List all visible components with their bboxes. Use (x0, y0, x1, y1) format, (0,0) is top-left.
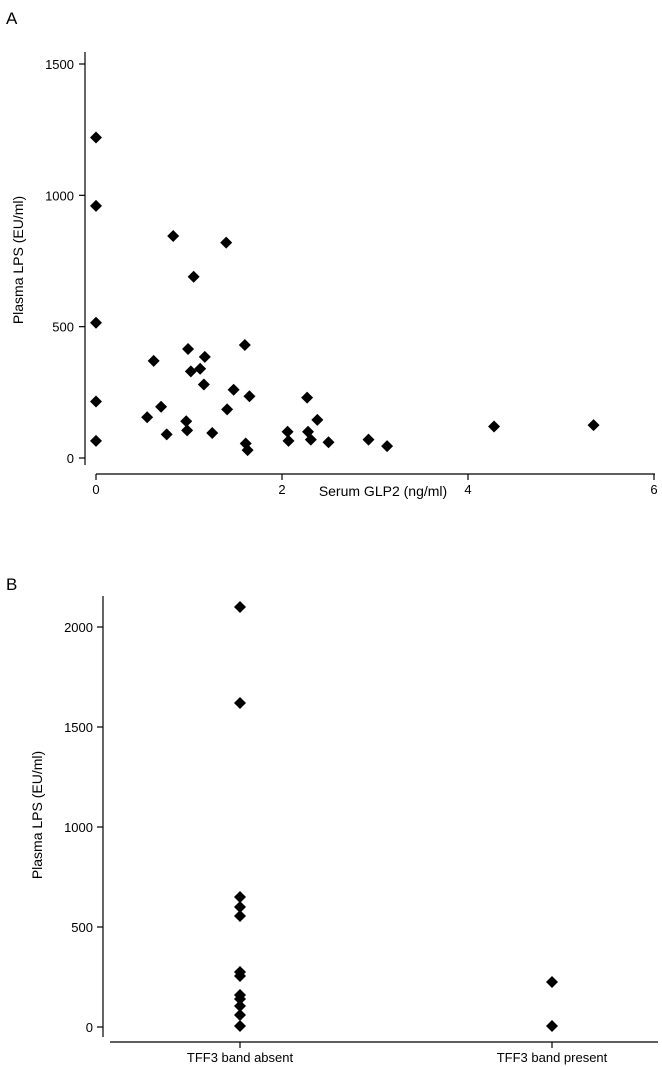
panel-a-data-point (194, 362, 207, 375)
panel-a-data-point (160, 428, 173, 441)
panel-a-data-point (241, 444, 254, 457)
panel-a-data-point (488, 420, 501, 433)
panel-b-data-point (234, 910, 246, 922)
panel-a-data-point (243, 390, 256, 403)
panel-b-y-tick-label: 0 (86, 1020, 93, 1035)
panel-b-data-point (234, 697, 246, 709)
panel-a-data-point (181, 424, 194, 437)
panel-a-x-ticks: 0 2 4 6 (92, 474, 658, 497)
panel-b-data-point (234, 1020, 246, 1032)
panel-b-label: B (6, 575, 17, 594)
panel-a-data-point (90, 199, 102, 212)
panel-a-y-ticks: 0 500 1000 1500 (45, 57, 85, 466)
panel-b-y-tick-label: 1000 (64, 820, 93, 835)
panel-a-data-point (322, 436, 335, 449)
panel-a-data-point (147, 354, 160, 367)
panel-a-data-point (362, 433, 375, 446)
panel-a-data-point (227, 383, 240, 396)
panel-b-x-tick-label: TFF3 band present (497, 1050, 608, 1065)
panel-a-data-point (311, 413, 324, 426)
panel-a-data-point (220, 236, 233, 249)
panel-a-data-point (180, 415, 193, 428)
panel-b-data-point (234, 901, 246, 913)
panel-b-data-point (234, 1000, 246, 1012)
panel-a-data-point (90, 395, 102, 408)
panel-a-y-tick-label: 1500 (45, 57, 74, 72)
panel-b-y-tick-label: 1500 (64, 720, 93, 735)
panel-b-data-point (234, 993, 246, 1005)
panel-a-data-point (587, 419, 600, 432)
panel-a-x-axis-title: Serum GLP2 (ng/ml) (319, 483, 447, 499)
panel-a-data-point (198, 350, 211, 363)
panel-a-y-tick-label: 500 (52, 320, 74, 335)
panel-a-label: A (6, 9, 18, 28)
panel-a-y-tick-label: 0 (67, 451, 74, 466)
panel-a-x-tick-label: 6 (650, 482, 657, 497)
panel-b-data-point (546, 1020, 558, 1032)
panel-a-data-point (90, 131, 102, 144)
panel-b-data-point (234, 891, 246, 903)
panel-a-data-point (304, 433, 317, 446)
panel-b-points (234, 601, 558, 1032)
panel-a-y-axis-title: Plasma LPS (EU/ml) (10, 196, 26, 324)
panel-a-data-point (141, 411, 154, 424)
panel-a-data-point (187, 270, 200, 283)
panel-a-x-tick-label: 0 (92, 482, 99, 497)
panel-a-data-point (167, 230, 180, 243)
panel-b-data-point (234, 970, 246, 982)
panel-b-x-ticks: TFF3 band absent TFF3 band present (187, 1042, 608, 1065)
panel-a-data-point (381, 440, 394, 453)
panel-b-y-tick-label: 2000 (64, 620, 93, 635)
panel-a-data-point (238, 339, 251, 352)
panel-a-data-point (301, 391, 314, 404)
panel-a-data-point (90, 434, 102, 447)
panel-b-data-point (234, 1009, 246, 1021)
panel-a-data-point (221, 403, 234, 416)
panel-a-data-point (282, 434, 295, 447)
panel-a-data-point (182, 342, 195, 355)
panel-a-scatter-chart: A 0 500 1000 1500 0 2 4 6 Serum GLP2 (ng/ml) P… (6, 9, 658, 499)
panel-a-data-point (281, 425, 294, 438)
panel-b-data-point (234, 601, 246, 613)
panel-a-x-tick-label: 2 (278, 482, 285, 497)
panel-b-data-point (546, 976, 558, 988)
panel-a-data-point (155, 400, 168, 413)
panel-a-points (90, 131, 600, 457)
panel-a-data-point (90, 316, 102, 329)
panel-b-y-tick-label: 500 (71, 920, 93, 935)
panel-a-data-point (184, 365, 197, 378)
panel-b-y-axis-title: Plasma LPS (EU/ml) (29, 751, 45, 879)
panel-b-y-ticks: 0 500 1000 1500 2000 (64, 620, 103, 1035)
panel-a-data-point (197, 378, 210, 391)
panel-a-data-point (206, 427, 219, 440)
panel-b-x-tick-label: TFF3 band absent (187, 1050, 294, 1065)
panel-a-y-tick-label: 1000 (45, 188, 74, 203)
panel-a-x-tick-label: 4 (464, 482, 471, 497)
